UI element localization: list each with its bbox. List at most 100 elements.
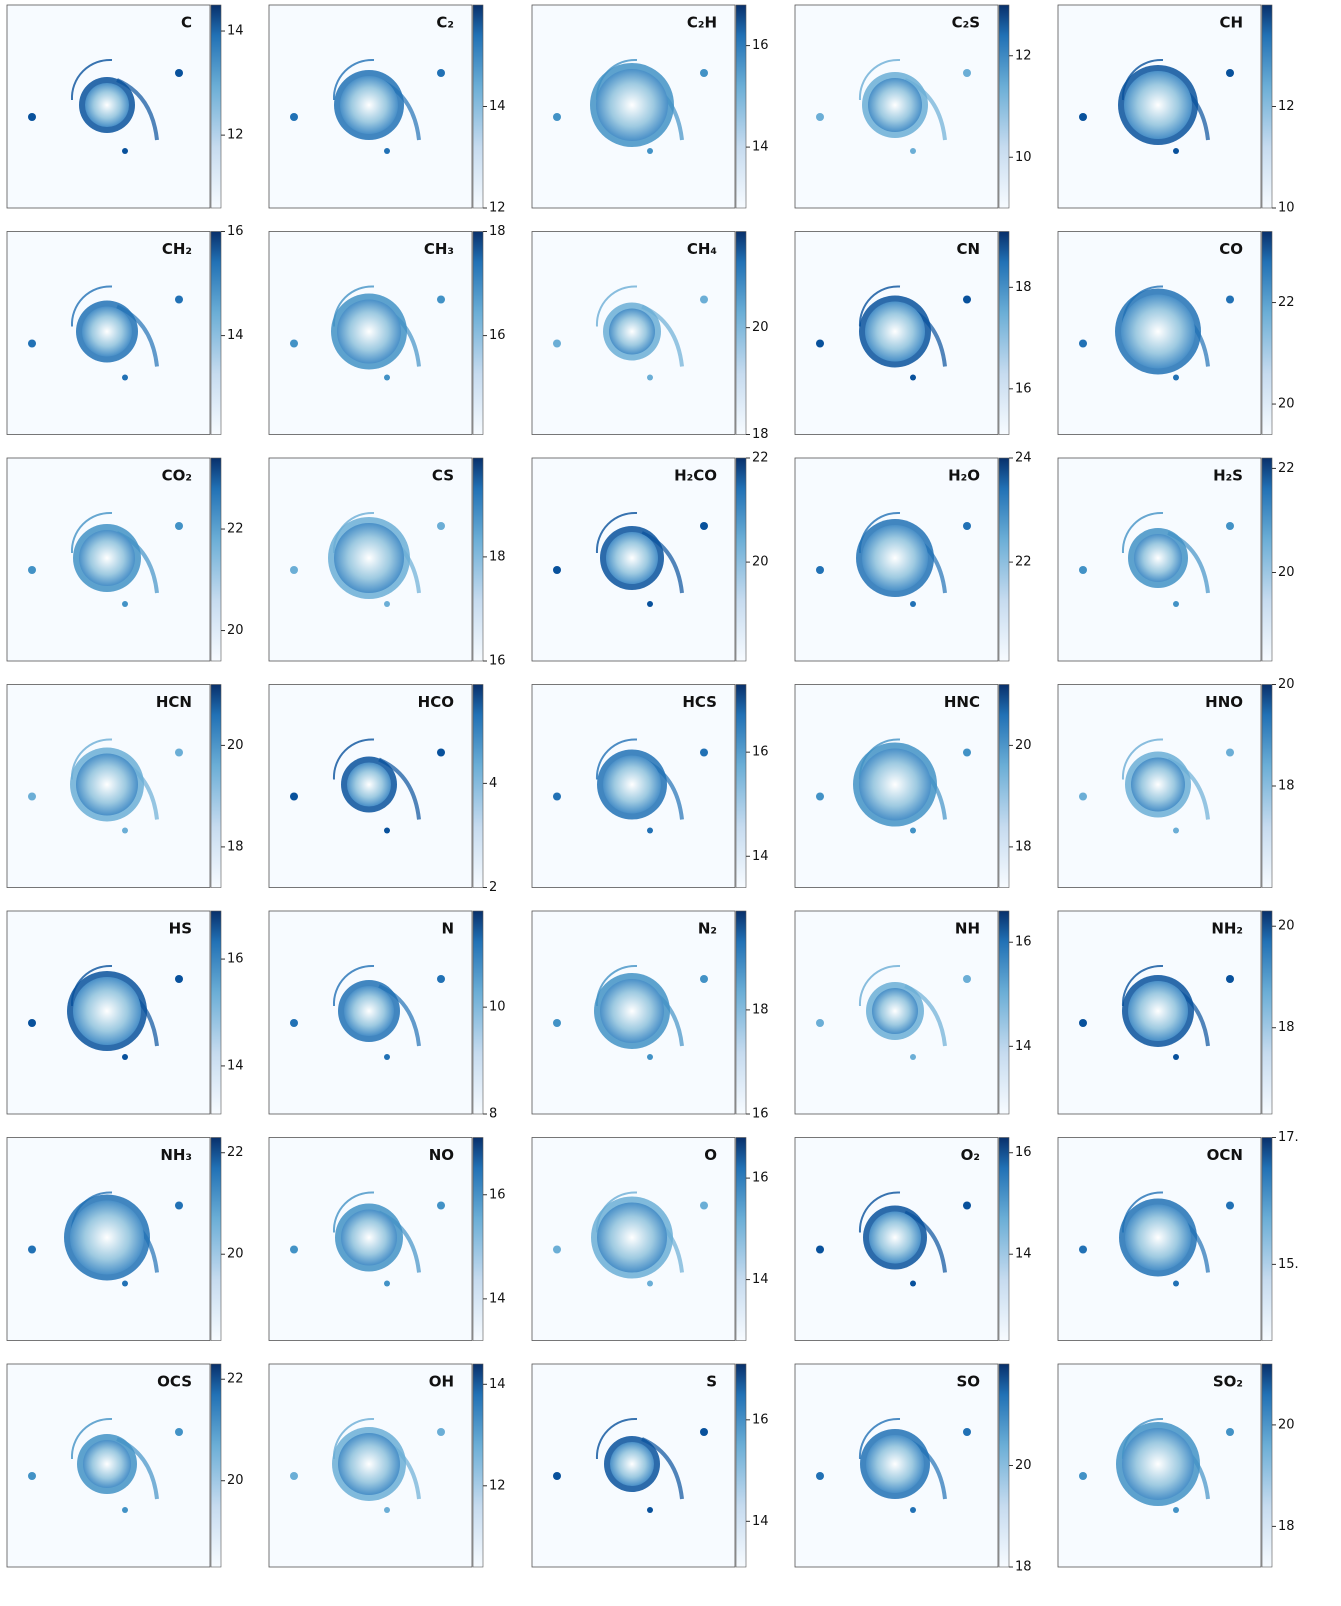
disc-core (859, 748, 931, 821)
clump (1226, 1201, 1234, 1210)
colorbar-tick-label: 20 (752, 320, 769, 335)
disc-core (1131, 757, 1185, 812)
panel: C₂H 14 16 (531, 4, 769, 209)
panel: C₂ 12 14 (268, 4, 506, 216)
colorbar-tick-label: 22 (227, 1372, 244, 1387)
clump (384, 1280, 390, 1287)
clump (816, 1472, 824, 1480)
clump (28, 1019, 36, 1027)
colorbar-tick-label: 22 (1278, 461, 1295, 476)
image-frame (268, 910, 473, 1115)
colorbar-tick-label: 18 (1015, 280, 1032, 295)
colorbar-tick-label: 18 (227, 839, 244, 854)
colorbar (1261, 457, 1273, 662)
clump (647, 374, 653, 381)
species-label: CH₂ (162, 240, 192, 258)
colorbar (210, 4, 222, 209)
colorbar (998, 231, 1010, 435)
panel: H₂O 22 24 (794, 451, 1032, 662)
colorbar-tick-label: 12 (227, 128, 244, 143)
colorbar-tick-label: 16 (1015, 935, 1032, 950)
panel: OH 12 14 (268, 1363, 506, 1568)
disc-core (344, 986, 394, 1036)
panel: CO 20 22 (1057, 231, 1295, 435)
clump (437, 748, 445, 757)
clump (1226, 748, 1234, 757)
colorbar-tick-label: 15. (1278, 1257, 1299, 1272)
clump (122, 374, 128, 381)
clump (175, 975, 183, 983)
clump (1079, 113, 1087, 121)
clump (816, 792, 824, 801)
colorbar-tick-label: 20 (227, 1247, 244, 1262)
disc-core (597, 1202, 667, 1273)
disc-core (338, 1433, 400, 1495)
clump (816, 1245, 824, 1254)
clump (816, 1019, 824, 1027)
colorbar-tick-label: 18 (1015, 839, 1032, 854)
clump (1226, 975, 1234, 983)
colorbar-tick-label: 20 (1278, 919, 1295, 934)
species-label: N (441, 920, 454, 938)
colorbar-tick-label: 22 (227, 1145, 244, 1160)
colorbar-tick-label: 16 (752, 1107, 769, 1122)
colorbar-tick-label: 20 (1015, 738, 1032, 753)
spiral-arm (858, 58, 901, 101)
clump (122, 148, 128, 154)
clump (553, 792, 561, 801)
species-label: O (704, 1146, 717, 1164)
disc-core (596, 69, 668, 141)
clump (1079, 1472, 1087, 1480)
clump (816, 339, 824, 348)
colorbar-tick-label: 16 (1015, 1145, 1032, 1160)
spiral-arm (858, 1191, 901, 1233)
colorbar (998, 457, 1010, 662)
disc-core (341, 1209, 397, 1266)
clump (1079, 1019, 1087, 1027)
colorbar-tick-label: 8 (489, 1107, 497, 1122)
species-label: OCS (157, 1373, 192, 1391)
colorbar-tick-label: 18 (1015, 1560, 1032, 1575)
disc-core (606, 532, 658, 584)
clump (28, 566, 36, 574)
clump (553, 339, 561, 348)
clump (816, 566, 824, 574)
clump (437, 1428, 445, 1436)
clump (437, 69, 445, 77)
disc-core (334, 523, 404, 593)
clump (647, 1054, 653, 1060)
clump (910, 1507, 916, 1513)
colorbar-tick-label: 14 (489, 1291, 506, 1306)
colorbar-tick-label: 20 (752, 555, 769, 570)
clump (910, 374, 916, 381)
clump (384, 827, 390, 834)
species-label: HS (169, 920, 192, 938)
clump (1226, 1428, 1234, 1436)
colorbar-tick-label: 20 (227, 623, 244, 638)
colorbar (472, 1137, 484, 1341)
colorbar-tick-label: 10 (489, 1000, 506, 1015)
colorbar (735, 684, 747, 888)
panel: H₂CO 20 22 (531, 451, 769, 662)
panel: OCN 15. 17. (1057, 1130, 1299, 1341)
disc-core (610, 1442, 654, 1486)
colorbar-tick-label: 14 (227, 1058, 244, 1073)
disc-core (1121, 294, 1195, 369)
spiral-arm (595, 285, 638, 327)
colorbar-tick-label: 14 (752, 849, 769, 864)
clump (910, 601, 916, 607)
colorbar-tick-label: 18 (1278, 1519, 1295, 1534)
clump (122, 1280, 128, 1287)
clump (963, 975, 971, 983)
panel: N₂ 16 18 (531, 910, 769, 1122)
clump (290, 792, 298, 801)
disc-core (1134, 534, 1182, 582)
spiral-arm (595, 511, 638, 554)
panel: HNO 18 20 (1057, 677, 1295, 888)
disc-core (872, 988, 918, 1034)
disc-core (79, 530, 135, 586)
spiral-arm (1121, 964, 1164, 1007)
disc-core (340, 76, 398, 134)
clump (910, 827, 916, 834)
